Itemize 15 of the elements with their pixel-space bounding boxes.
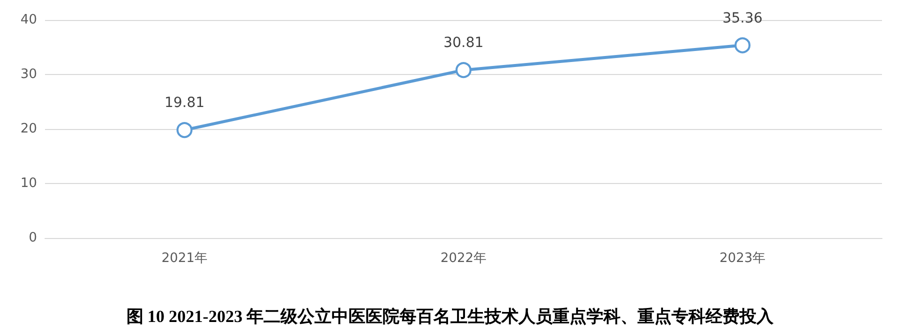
y-tick-label: 10 bbox=[20, 176, 37, 191]
y-tick-label: 30 bbox=[20, 67, 37, 82]
x-tick-label: 2022年 bbox=[440, 251, 487, 266]
data-label: 30.81 bbox=[443, 35, 484, 52]
text: 图 10 2021-2023 年二级公立中医医院每百名卫生技术人员重点学科、重点专科经费投入 bbox=[126, 307, 775, 326]
x-tick-label: 2021年 bbox=[161, 251, 208, 266]
point bbox=[176, 122, 192, 138]
y-tick-label: 20 bbox=[20, 122, 37, 136]
point bbox=[456, 62, 472, 78]
y-tick-label: 40 bbox=[20, 12, 37, 28]
x-tick-label: 2023年 bbox=[719, 251, 766, 266]
point bbox=[734, 37, 750, 54]
y-tick-label: 0 bbox=[28, 230, 37, 246]
data-label: 35.36 bbox=[722, 10, 763, 26]
data-label: 19.81 bbox=[164, 95, 205, 112]
